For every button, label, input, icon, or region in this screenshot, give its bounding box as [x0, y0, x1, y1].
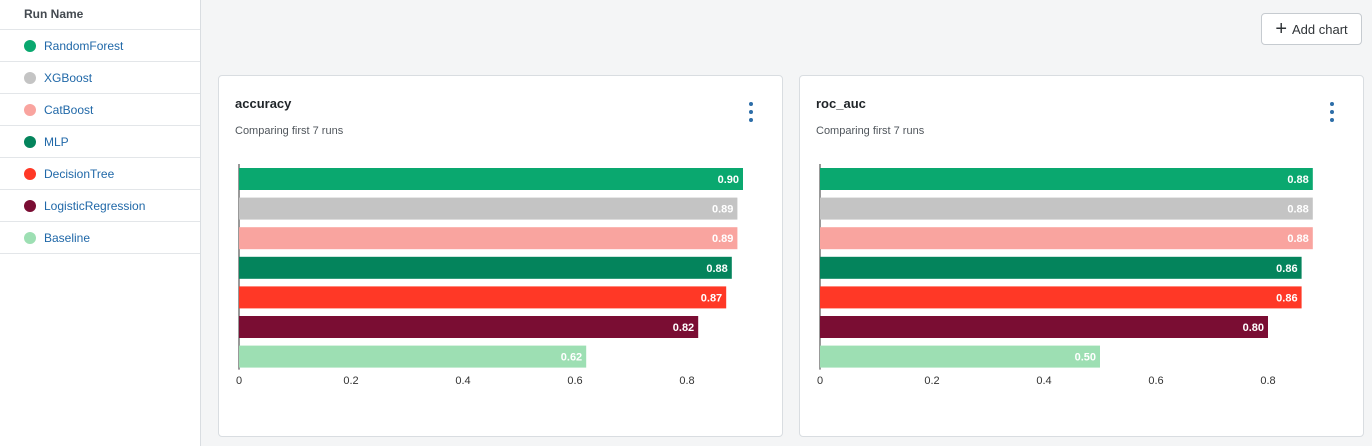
- roc-auc-bar-chart: 0.88 0.88 0.88 0.86 0.86 0.80 0.50 0 0.2 0.4 0.6 0.…: [817, 164, 1313, 387]
- chart-title: roc_auc: [816, 96, 866, 111]
- bar-value-label: 0.50: [1075, 352, 1096, 364]
- bar-value-label: 0.88: [1287, 233, 1308, 245]
- bar-value-label: 0.90: [718, 174, 739, 186]
- kebab-menu-icon[interactable]: [1325, 102, 1339, 122]
- bar-value-label: 0.86: [1276, 263, 1297, 275]
- bar-LogisticRegression[interactable]: [820, 316, 1268, 338]
- bar-value-label: 0.80: [1243, 322, 1264, 334]
- x-tick-label: 0.4: [1036, 375, 1051, 387]
- run-name-label[interactable]: Baseline: [44, 230, 91, 245]
- run-color-dot: [24, 199, 36, 212]
- run-row[interactable]: RandomForest: [0, 30, 200, 62]
- bar-value-label: 0.86: [1276, 292, 1297, 304]
- accuracy-bar-chart: 0.90 0.89 0.89 0.88 0.87 0.82 0.62 0 0.2 0.4 0.6 0.…: [236, 164, 743, 387]
- bar-XGBoost[interactable]: [239, 197, 738, 220]
- run-color-dot: [24, 135, 36, 148]
- bar-value-label: 0.87: [701, 292, 722, 304]
- x-tick-label: 0.6: [1148, 375, 1163, 387]
- bar-XGBoost[interactable]: [820, 197, 1313, 220]
- run-row[interactable]: LogisticRegression: [0, 190, 200, 222]
- bar-Baseline[interactable]: [239, 345, 587, 368]
- chart-subtitle: Comparing first 7 runs: [816, 125, 925, 137]
- bar-DecisionTree[interactable]: [239, 286, 727, 309]
- run-color-dot: [24, 167, 36, 180]
- x-tick-label: 0.6: [567, 375, 582, 387]
- bar-value-label: 0.62: [561, 352, 582, 364]
- run-name-label[interactable]: MLP: [44, 134, 69, 149]
- bar-DecisionTree[interactable]: [820, 286, 1302, 309]
- bar-value-label: 0.89: [712, 233, 733, 245]
- run-row[interactable]: MLP: [0, 126, 200, 158]
- run-row[interactable]: XGBoost: [0, 62, 200, 94]
- bar-RandomForest[interactable]: [239, 168, 743, 190]
- run-color-dot: [24, 39, 36, 52]
- run-name-label[interactable]: CatBoost: [44, 102, 94, 117]
- bar-LogisticRegression[interactable]: [239, 316, 699, 338]
- run-color-dot: [24, 103, 36, 116]
- x-tick-label: 0.2: [924, 375, 939, 387]
- chart-subtitle: Comparing first 7 runs: [235, 125, 344, 137]
- run-name-label[interactable]: XGBoost: [44, 70, 93, 85]
- run-name-label[interactable]: RandomForest: [44, 38, 124, 53]
- x-tick-label: 0: [236, 375, 242, 387]
- run-row[interactable]: DecisionTree: [0, 158, 200, 190]
- run-color-dot: [24, 231, 36, 244]
- plus-icon: +: [1275, 18, 1288, 40]
- add-chart-label: Add chart: [1292, 21, 1348, 37]
- kebab-menu-icon[interactable]: [744, 102, 758, 122]
- run-color-dot: [24, 71, 36, 84]
- x-tick-label: 0.4: [455, 375, 470, 387]
- chart-card-accuracy: accuracy Comparing first 7 runs 0.90 0.89…: [218, 75, 783, 437]
- x-tick-label: 0.8: [1260, 375, 1275, 387]
- bar-value-label: 0.88: [706, 263, 727, 275]
- x-tick-label: 0: [817, 375, 823, 387]
- bar-value-label: 0.88: [1287, 204, 1308, 216]
- bar-value-label: 0.89: [712, 204, 733, 216]
- bar-MLP[interactable]: [239, 256, 732, 279]
- bar-value-label: 0.88: [1287, 174, 1308, 186]
- run-row[interactable]: Baseline: [0, 222, 200, 254]
- add-chart-button[interactable]: + Add chart: [1261, 13, 1362, 45]
- run-list: RandomForest XGBoost CatBoost MLP DecisionTr…: [0, 30, 200, 254]
- bar-CatBoost[interactable]: [820, 227, 1313, 250]
- run-row[interactable]: CatBoost: [0, 94, 200, 126]
- chart-title: accuracy: [235, 96, 292, 111]
- bar-CatBoost[interactable]: [239, 227, 738, 250]
- run-name-header[interactable]: Run Name: [0, 0, 200, 30]
- x-tick-label: 0.8: [679, 375, 694, 387]
- run-sidebar: Run Name RandomForest XGBoost CatBoost MLP D…: [0, 0, 201, 446]
- bar-value-label: 0.82: [673, 322, 694, 334]
- chart-card-roc-auc: roc_auc Comparing first 7 runs 0.88 0.88 0…: [799, 75, 1364, 437]
- bar-Baseline[interactable]: [820, 345, 1100, 368]
- x-tick-label: 0.2: [343, 375, 358, 387]
- run-name-label[interactable]: DecisionTree: [44, 166, 115, 181]
- bar-MLP[interactable]: [820, 256, 1302, 279]
- bar-RandomForest[interactable]: [820, 168, 1313, 190]
- run-name-label[interactable]: LogisticRegression: [44, 198, 146, 213]
